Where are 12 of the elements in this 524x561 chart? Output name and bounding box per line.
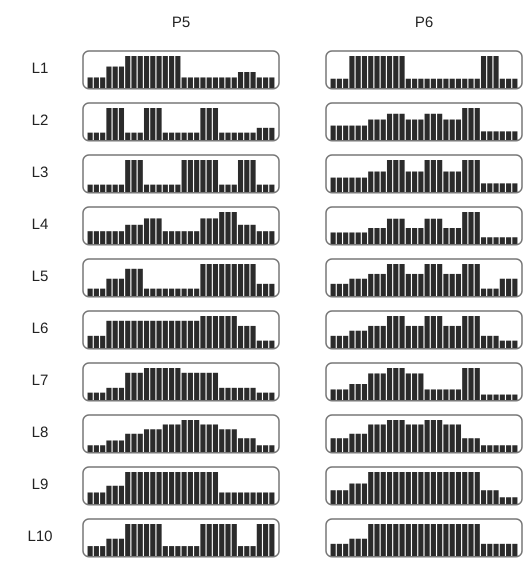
y-axis-title: L3 bbox=[30, 164, 50, 181]
y-axis-title: L8 bbox=[30, 424, 50, 441]
chart-title: P6 bbox=[414, 14, 434, 31]
y-axis-title: L7 bbox=[30, 372, 50, 389]
chart-title: P5 bbox=[170, 14, 192, 31]
y-axis-title: L4 bbox=[30, 216, 50, 233]
y-axis-title: L1 bbox=[30, 60, 50, 77]
y-axis-title: L6 bbox=[30, 320, 50, 337]
y-axis-title: L2 bbox=[30, 112, 50, 129]
y-axis-title: L5 bbox=[30, 268, 50, 285]
y-axis-title: L9 bbox=[30, 476, 50, 493]
y-axis-title: L10 bbox=[26, 528, 54, 545]
